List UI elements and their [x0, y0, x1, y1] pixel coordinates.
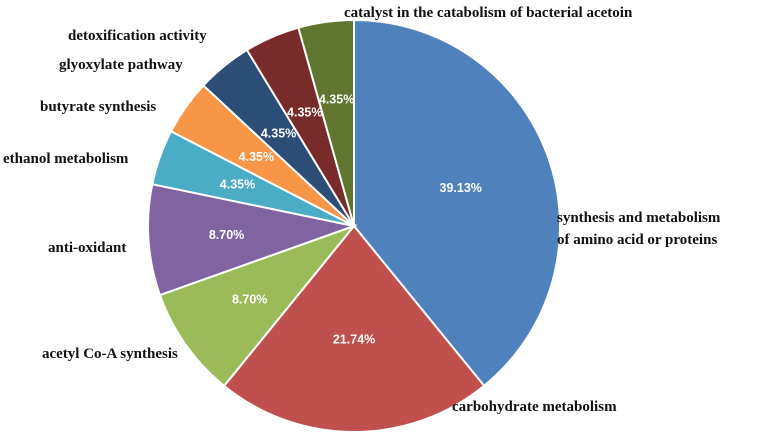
category-label-detoxification-activity: detoxification activity: [68, 28, 207, 44]
pie-slice-catalyst-in-the-catabolism-of-bacterial-acetoin: [297, 18, 355, 227]
pie-slice-anti-oxidant: [147, 182, 358, 297]
category-label-line: catalyst in the catabolism of bacterial …: [344, 5, 633, 21]
category-label-line: acetyl Co-A synthesis: [42, 346, 178, 362]
category-label-ethanol-metabolism: ethanol metabolism: [3, 151, 129, 167]
percentage-label: 4.35%: [319, 92, 354, 106]
pie-slice-acetyl-co-a-synthesis: [158, 223, 358, 388]
category-label-line: butyrate synthesis: [40, 99, 156, 115]
category-label-catalyst-in-the-catabolism-of-bacterial-acetoin: catalyst in the catabolism of bacterial …: [344, 5, 633, 21]
category-label-butyrate-synthesis: butyrate synthesis: [40, 99, 156, 115]
category-label-line: glyoxylate pathway: [59, 57, 183, 73]
percentage-label: 39.13%: [440, 181, 482, 195]
percentage-labels: 39.13%21.74%8.70%8.70%4.35%4.35%4.35%4.3…: [209, 92, 482, 346]
category-label-anti-oxidant: anti-oxidant: [48, 240, 126, 256]
category-label-carbohydrate-metabolism: carbohydrate metabolism: [452, 399, 617, 415]
percentage-label: 4.35%: [239, 150, 274, 164]
percentage-label: 4.35%: [287, 106, 322, 120]
percentage-label: 4.35%: [261, 126, 296, 140]
category-labels: synthesis and metabolism of amino acid or…: [3, 5, 721, 415]
category-label-line: ethanol metabolism: [3, 151, 129, 167]
percentage-label: 8.70%: [209, 228, 244, 242]
category-label-line: carbohydrate metabolism: [452, 399, 617, 415]
percentage-label: 8.70%: [232, 293, 267, 307]
pie-slice-synthesis-and-metabolism-of-amino-acid-or-proteins: [353, 18, 561, 388]
category-label-line: synthesis and metabolism: [557, 210, 721, 226]
pie-slices: [147, 18, 561, 433]
category-label-line: of amino acid or proteins: [557, 232, 717, 248]
percentage-label: 4.35%: [220, 178, 255, 192]
category-label-line: detoxification activity: [68, 28, 207, 44]
pie-slice-carbohydrate-metabolism: [222, 224, 486, 433]
category-label-synthesis-and-metabolism-of-amino-acid-or-proteins: synthesis and metabolism of amino acid or…: [557, 210, 721, 248]
category-label-acetyl-co-a-synthesis: acetyl Co-A synthesis: [42, 346, 178, 362]
category-label-line: anti-oxidant: [48, 240, 126, 256]
percentage-label: 21.74%: [333, 332, 375, 346]
category-label-glyoxylate-pathway: glyoxylate pathway: [59, 57, 183, 73]
